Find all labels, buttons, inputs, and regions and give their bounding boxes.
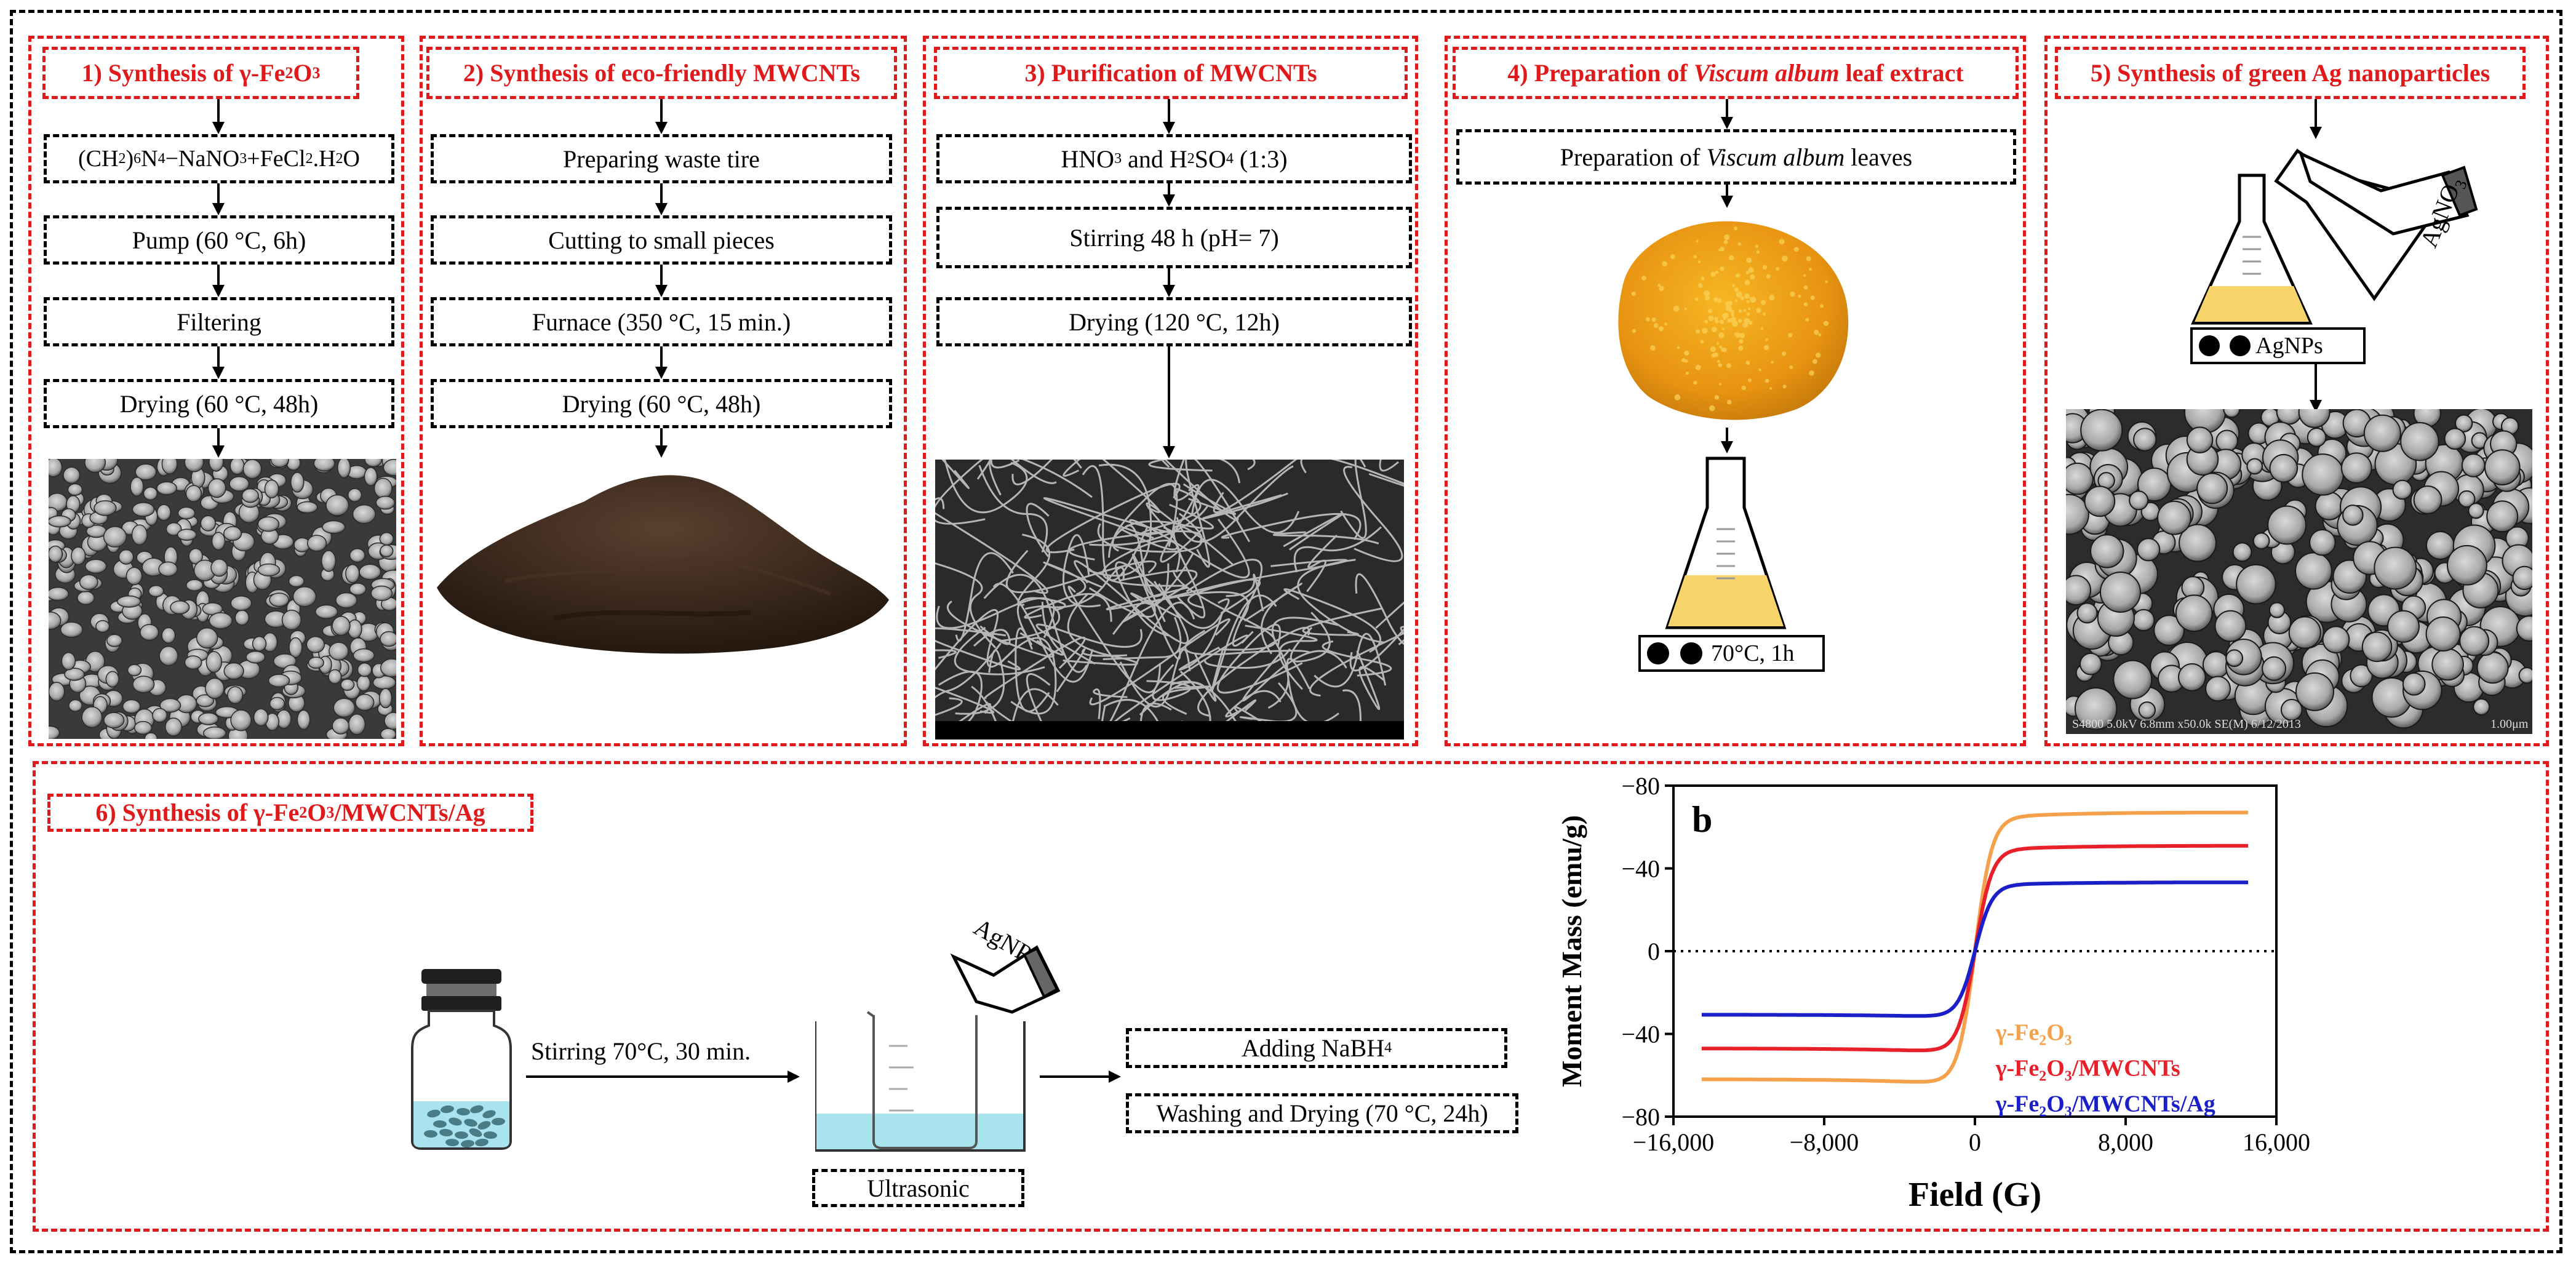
panel-2	[420, 36, 907, 746]
panel-3	[923, 36, 1418, 746]
stir-bar-icon	[1647, 642, 1669, 664]
magnetization-chart: −16,000 −8,000 0 8,000 16,000 −80 −40 0 −40 −80 Fi…	[1556, 772, 2310, 1214]
panel-2-step-cutting: Cutting to small pieces	[431, 215, 892, 265]
y-tick-label: −40	[1621, 855, 1660, 883]
panel-1	[28, 36, 404, 746]
x-tick-label: 16,000	[2243, 1128, 2310, 1156]
panel-1-step-reagents: (CH 2) 6 N 4 −NaNO 3 +FeCl 2 .H 2 O	[44, 134, 394, 183]
panel-1-step-filtering: Filtering	[44, 297, 394, 346]
panel-4-title: 4) Preparation of Viscum album leaf extr…	[1453, 47, 2019, 99]
x-tick-label: 0	[1969, 1128, 1981, 1156]
sem-scale: 1.00μm	[2490, 717, 2529, 731]
legend-entry-0: γ-Fe2O3	[1995, 1020, 2072, 1049]
panel-1-step-drying: Drying (60 °C, 48h)	[44, 379, 394, 428]
panel-5	[2044, 36, 2549, 746]
panel-2-step-furnace: Furnace (350 °C, 15 min.)	[431, 297, 892, 346]
panel-3-step-stirring: Stirring 48 h (pH= 7)	[936, 207, 1412, 268]
series-line-2	[1701, 880, 2249, 1018]
y-tick-label: −40	[1621, 1021, 1660, 1048]
x-tick-label: 8,000	[2098, 1128, 2153, 1156]
y-tick-label: −80	[1621, 772, 1660, 800]
panel-1-step-pump: Pump (60 °C, 6h)	[44, 215, 394, 265]
viscum-album-powder-image	[1618, 221, 1849, 420]
panel-5-product: AgNPs	[2190, 327, 2366, 364]
sem-caption: S4800 5.0kV 6.8mm x50.0k SE(M) 6/12/2013	[2072, 717, 2301, 731]
panel-2-step-waste-tire: Preparing waste tire	[431, 134, 892, 183]
stir-bar-icon	[2230, 335, 2251, 356]
panel-1-title: 1) Synthesis of γ-Fe 2 O 3	[42, 47, 359, 99]
panel-3-step-acid: HNO 3 and H 2 SO 4 (1:3)	[936, 134, 1412, 183]
stir-bar-icon	[1680, 642, 1702, 664]
mwcnt-powder-image	[437, 475, 889, 654]
panel-6-step-nabh4: Adding NaBH 4	[1126, 1028, 1507, 1068]
mwcnt-sem-image	[935, 460, 1404, 740]
sample-jar-icon	[411, 969, 512, 1150]
y-tick-label: 0	[1648, 938, 1660, 965]
agno3-flask-icon: AgNO3	[2191, 148, 2478, 325]
x-tick-label: −16,000	[1633, 1128, 1715, 1156]
x-tick-label: −8,000	[1790, 1128, 1859, 1156]
x-axis-label: Field (G)	[1908, 1176, 2041, 1214]
panel-6	[33, 761, 2549, 1232]
panel-2-step-drying: Drying (60 °C, 48h)	[431, 379, 892, 428]
panel-3-step-drying: Drying (120 °C, 12h)	[936, 297, 1412, 346]
stir-bar-icon	[2199, 335, 2220, 356]
y-tick-label: −80	[1621, 1103, 1660, 1131]
panel-4	[1445, 36, 2026, 746]
outer-frame	[10, 10, 2562, 1253]
panel-6-title: 6) Synthesis of γ-Fe 2 O 3/MWCNTs/Ag	[47, 794, 533, 832]
panel-6-step-washing: Washing and Drying (70 °C, 24h)	[1126, 1093, 1518, 1133]
legend-entry-2: γ-Fe2O3/MWCNTs/Ag	[1995, 1091, 2215, 1120]
fe2o3-sem-image	[49, 459, 396, 739]
ag-nanoparticles-sem-image: S4800 5.0kV 6.8mm x50.0k SE(M) 6/12/2013…	[2066, 409, 2532, 734]
panel-label: b	[1692, 799, 1712, 840]
panel-2-title: 2) Synthesis of eco-friendly MWCNTs	[426, 47, 897, 99]
panel-5-title: 5) Synthesis of green Ag nanoparticles	[2055, 47, 2526, 99]
stirring-label: Stirring 70°C, 30 min.	[531, 1037, 751, 1065]
erlenmeyer-flask-icon	[1665, 457, 1787, 629]
panel-4-step-leaves: Preparation of Viscum album leaves	[1456, 129, 2016, 185]
y-axis-label: Moment Mass (emu/g)	[1556, 815, 1587, 1087]
panel-3-title: 3) Purification of MWCNTs	[934, 47, 1408, 99]
ultrasonic-label: Ultrasonic	[812, 1169, 1024, 1207]
legend-entry-1: γ-Fe2O3/MWCNTs	[1995, 1056, 2180, 1085]
ultrasonic-bath-icon: AgNPs	[815, 913, 1061, 1152]
panel-4-condition: 70°C, 1h	[1638, 635, 1825, 672]
